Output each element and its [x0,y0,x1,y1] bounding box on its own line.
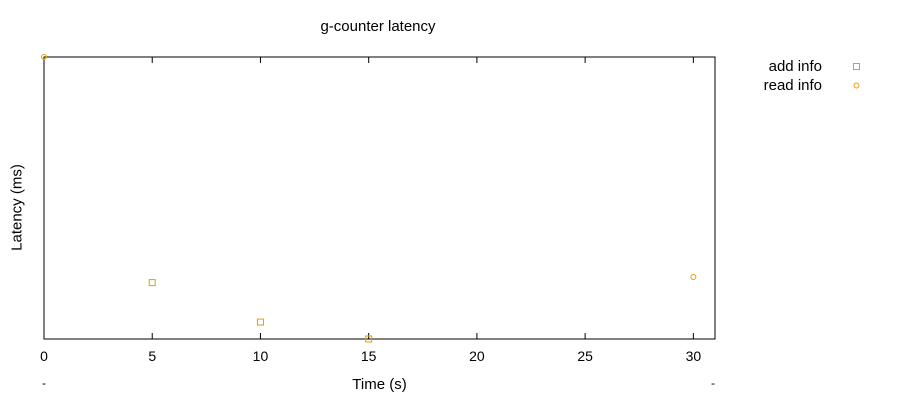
data-points [41,54,697,343]
data-point-read-info [41,54,47,60]
legend-square-marker [853,63,860,70]
legend-circle-marker [853,82,860,89]
x-tick-label: 20 [469,348,485,364]
x-axis-minor-label-left: - [42,376,46,390]
legend-square-marker-icon [853,63,860,70]
x-axis-label: Time (s) [352,376,407,393]
data-point-read-info [690,273,697,280]
x-tick-label: 0 [40,348,48,364]
data-point-add-info [148,279,156,287]
legend-item-read-info: read info [700,77,890,96]
legend: add info read info [700,58,890,96]
y-axis-label: Latency (ms) [8,164,26,251]
x-tick-label: 30 [686,348,702,364]
legend-label-add-info: add info [768,58,822,75]
x-tick-label: 5 [148,348,156,364]
x-axis-ticks: 0 5 10 15 20 25 30 [40,57,701,364]
legend-label-read-info: read info [763,77,822,94]
x-tick-label: 10 [253,348,269,364]
x-tick-label: 25 [577,348,593,364]
data-point-add-info [256,318,264,326]
x-axis-minor-label-right: - [711,376,715,390]
data-point-add-info [365,335,373,343]
plot-frame [43,56,716,340]
legend-item-add-info: add info [700,58,890,77]
legend-circle-marker-icon [853,82,860,89]
chart-title: g-counter latency [320,18,436,35]
x-tick-label: 15 [361,348,377,364]
